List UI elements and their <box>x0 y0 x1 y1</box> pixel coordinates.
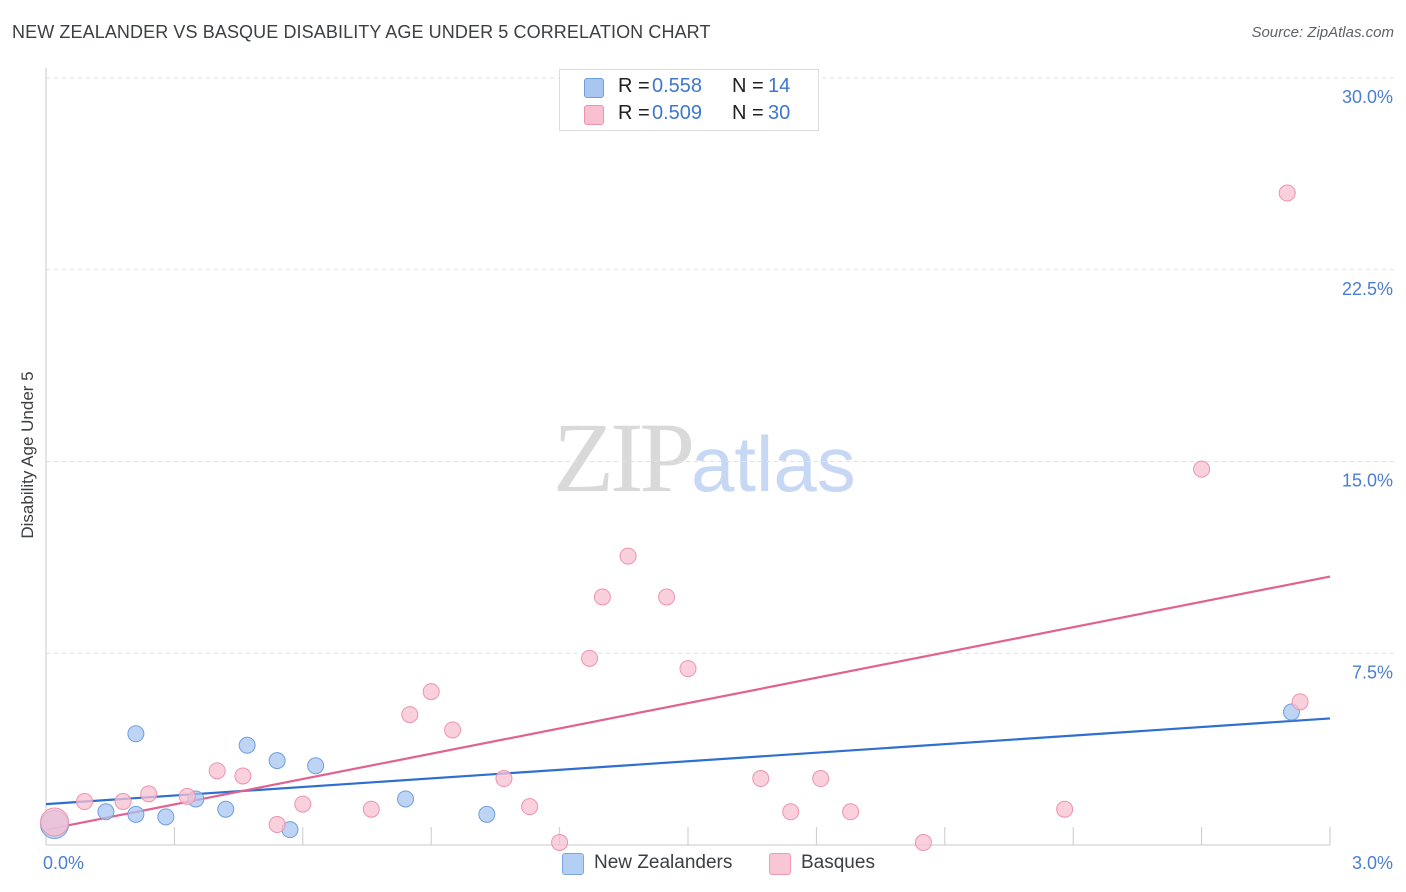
legend-swatch-basques <box>584 105 604 125</box>
data-point <box>1193 460 1211 478</box>
data-point <box>842 803 860 821</box>
data-point <box>478 805 496 823</box>
data-point <box>422 683 440 701</box>
data-points <box>40 184 1309 851</box>
data-point <box>658 588 676 606</box>
data-point <box>782 803 800 821</box>
data-point <box>208 762 226 780</box>
data-point <box>397 790 415 808</box>
data-point <box>127 725 145 743</box>
data-point <box>581 649 599 667</box>
y-tick-label: 15.0% <box>1342 471 1393 491</box>
data-point <box>217 800 235 818</box>
data-point <box>679 660 697 678</box>
legend-swatch-new-zealanders <box>562 853 584 875</box>
data-point <box>307 757 325 775</box>
y-tick-label: 30.0% <box>1342 87 1393 107</box>
legend-swatch-basques <box>769 853 791 875</box>
trend-lines <box>45 575 1331 831</box>
source-label: Source: ZipAtlas.com <box>1251 24 1394 41</box>
data-point <box>294 795 312 813</box>
data-point <box>157 808 175 826</box>
data-point <box>752 770 770 788</box>
data-point <box>97 803 115 821</box>
data-point <box>444 721 462 739</box>
data-point <box>914 833 932 851</box>
data-point <box>593 588 611 606</box>
data-point <box>140 785 158 803</box>
watermark-zip: ZIP <box>553 402 695 513</box>
legend-r-value: 0.558 <box>652 75 703 97</box>
data-point <box>812 770 830 788</box>
legend-n-value: 14 <box>768 75 791 97</box>
data-point <box>127 805 145 823</box>
data-point <box>362 800 380 818</box>
data-point <box>619 547 637 565</box>
data-point <box>521 798 539 816</box>
data-point <box>1291 693 1309 711</box>
legend-r-value: 0.509 <box>652 102 703 124</box>
bottom-legend-label: Basques <box>801 852 875 873</box>
legend-n-label: N = <box>732 102 764 124</box>
data-point <box>268 752 286 770</box>
data-point <box>76 793 94 811</box>
data-point <box>1278 184 1296 202</box>
chart-title: NEW ZEALANDER VS BASQUE DISABILITY AGE U… <box>12 22 711 42</box>
data-point <box>40 807 70 837</box>
x-tick-label: 0.0% <box>43 853 84 873</box>
axes <box>45 68 1331 846</box>
legend-r-label: R = <box>618 102 650 124</box>
data-point <box>114 793 132 811</box>
data-point <box>268 816 286 834</box>
watermark-atlas: atlas <box>691 420 856 508</box>
legend-r-label: R = <box>618 75 650 97</box>
data-point <box>1056 800 1074 818</box>
legend-n-label: N = <box>732 75 764 97</box>
trend-line <box>45 575 1331 831</box>
legend-n-value: 30 <box>768 102 791 124</box>
bottom-legend-label: New Zealanders <box>594 852 733 873</box>
legend-swatch-new-zealanders <box>584 78 604 98</box>
gridlines <box>46 77 1394 654</box>
watermark: ZIPatlas <box>553 400 856 515</box>
data-point <box>234 767 252 785</box>
x-tick-label: 3.0% <box>1352 853 1393 873</box>
tick-labels: 7.5% 15.0% 22.5% 30.0% 0.0% 3.0% <box>43 87 1393 873</box>
data-point <box>238 736 256 754</box>
trend-line <box>45 717 1331 806</box>
correlation-legend: R = 0.558 N = 14 R = 0.509 N = 30 <box>559 69 819 131</box>
data-point <box>178 787 196 805</box>
y-tick-label: 22.5% <box>1342 279 1393 299</box>
data-point <box>551 833 569 851</box>
data-point <box>401 706 419 724</box>
data-point <box>495 770 513 788</box>
y-tick-label: 7.5% <box>1352 662 1393 682</box>
